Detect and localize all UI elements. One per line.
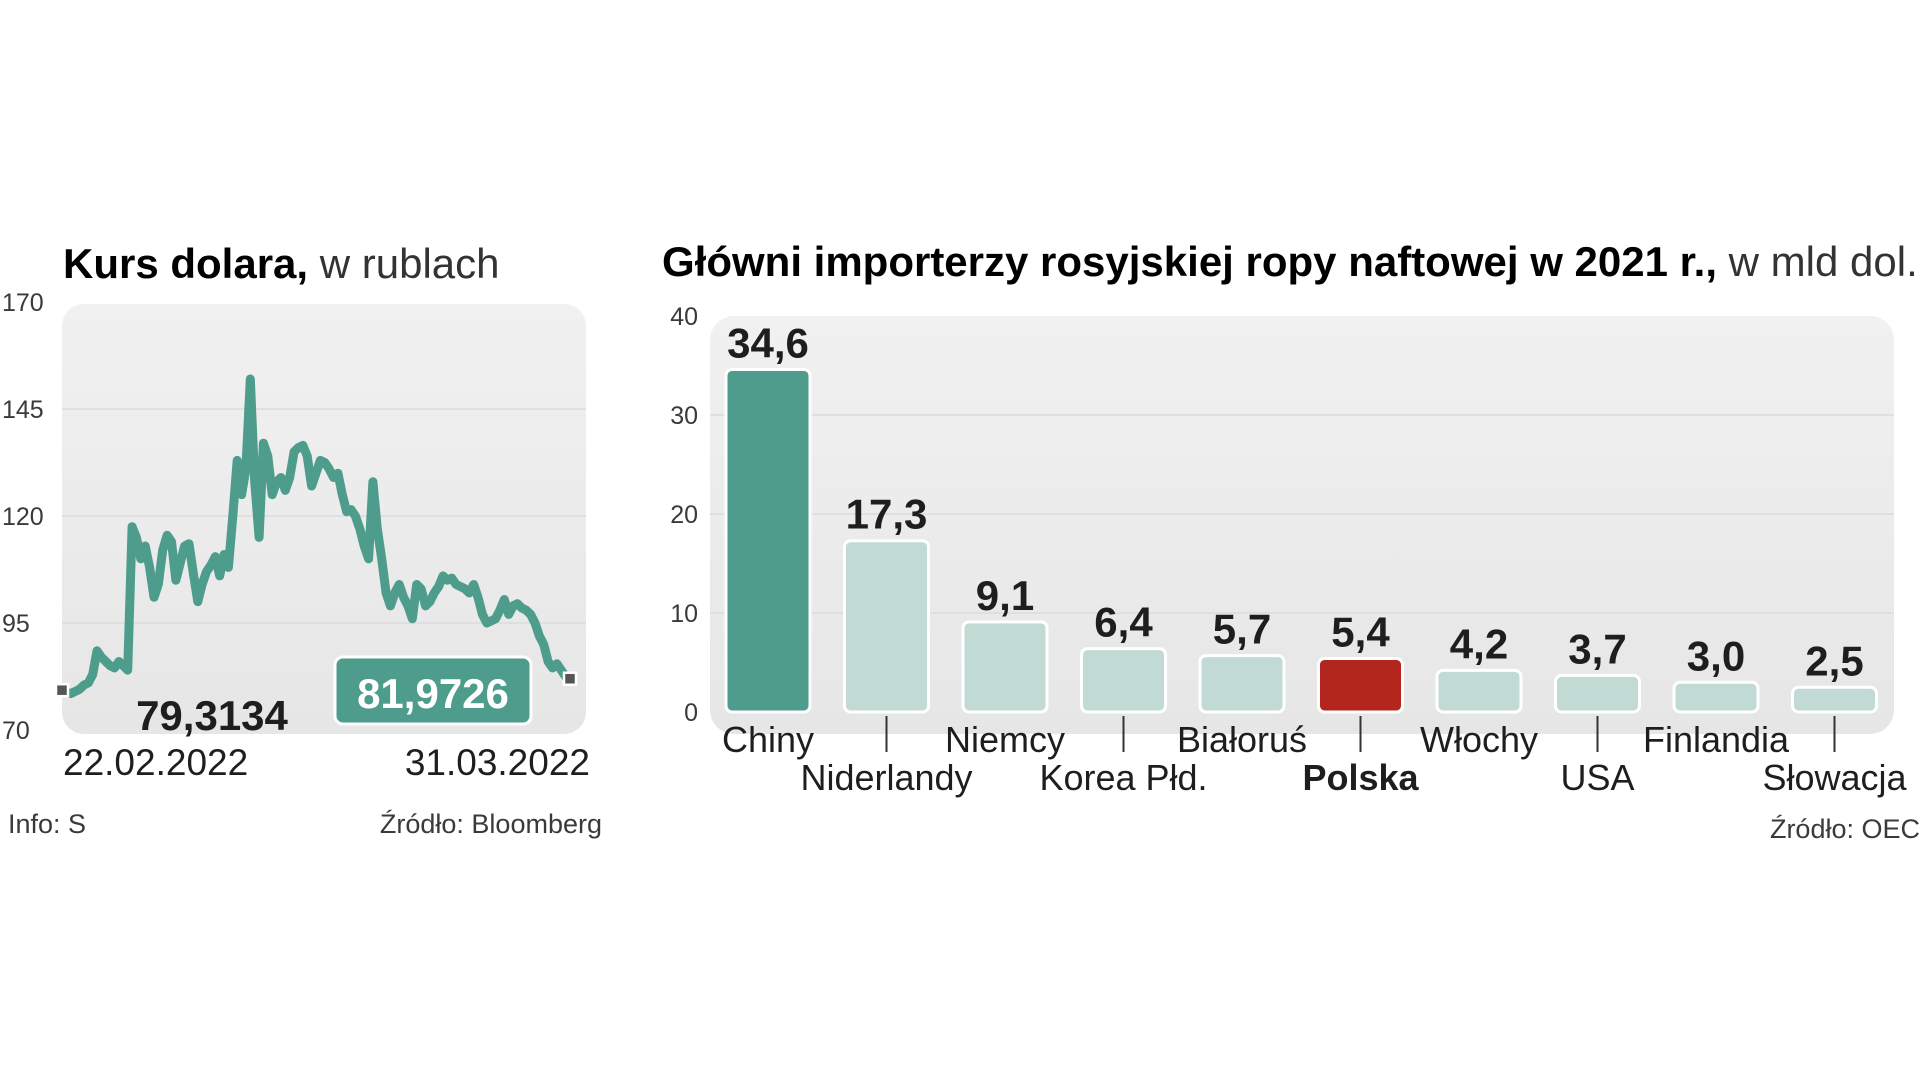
- bar-value-label: 9,1: [976, 572, 1034, 619]
- bar-value-label: 5,7: [1213, 606, 1271, 653]
- left-title-bold: Kurs dolara,: [63, 240, 308, 287]
- bar-category-label: Słowacja: [1762, 757, 1907, 798]
- left-y-axis: 170 145 120 95 70: [2, 289, 44, 745]
- bar-category-label: Chiny: [722, 719, 814, 760]
- bar-category-label: Niderlandy: [800, 757, 972, 798]
- right-y-tick-label: 30: [670, 402, 698, 430]
- right-y-axis: 40 30 20 10 0: [670, 303, 698, 727]
- left-y-tick-label: 120: [2, 503, 44, 531]
- x-start-date: 22.02.2022: [63, 742, 248, 783]
- bar-value-label: 5,4: [1331, 609, 1390, 656]
- right-y-tick-label: 40: [670, 303, 698, 331]
- bar-category-label: Włochy: [1420, 719, 1538, 760]
- start-point-marker: [54, 682, 70, 698]
- left-source: Źródło: Bloomberg: [380, 809, 602, 839]
- right-title-bold: Główni importerzy rosyjskiej ropy naftow…: [662, 238, 1717, 285]
- left-y-tick-label: 145: [2, 396, 44, 424]
- right-y-tick-label: 0: [684, 699, 698, 727]
- start-value-label: 79,3134: [136, 692, 288, 739]
- left-gridlines: [62, 408, 586, 624]
- usd-rub-line: [57, 374, 575, 699]
- bar-value-label: 2,5: [1805, 637, 1863, 684]
- left-y-tick-label: 170: [2, 289, 44, 317]
- left-plot-panel: [62, 304, 586, 734]
- right-y-tick-label: 20: [670, 501, 698, 529]
- bar-category-label: Białoruś: [1177, 719, 1307, 760]
- bar-value-label: 4,2: [1450, 620, 1508, 667]
- bar-chiny: [724, 367, 812, 714]
- bar-series: [724, 367, 1878, 714]
- bar-niemcy: [961, 620, 1049, 714]
- oil-importers-chart: Główni importerzy rosyjskiej ropy naftow…: [662, 238, 1920, 844]
- bar-value-label: 6,4: [1094, 599, 1153, 646]
- bar-włochy: [1435, 668, 1523, 714]
- bar-category-label: Niemcy: [945, 719, 1065, 760]
- bar-usa: [1554, 673, 1641, 714]
- bar-value-labels: 34,6 17,3 9,1 6,4 5,7 5,4 4,2 3,7 3,0 2,5: [727, 319, 1864, 684]
- bar-category-label: Polska: [1302, 757, 1419, 798]
- x-end-date: 31.03.2022: [405, 742, 590, 783]
- info-credit: Info: S: [8, 809, 86, 839]
- bar-polska: [1317, 657, 1404, 714]
- ruble-dollar-chart: Kurs dolara, w rublach 170 145 120 95 70 79,…: [2, 240, 602, 839]
- bar-niderlandy: [843, 539, 930, 714]
- bar-value-label: 3,7: [1568, 625, 1626, 672]
- bar-category-label: USA: [1560, 757, 1634, 798]
- end-value-label: 81,9726: [357, 670, 509, 717]
- bar-value-label: 34,6: [727, 319, 809, 366]
- right-chart-title: Główni importerzy rosyjskiej ropy naftow…: [662, 238, 1918, 285]
- left-y-tick-label: 70: [2, 717, 30, 745]
- right-source: Źródło: OEC: [1770, 814, 1920, 844]
- bar-białoruś: [1198, 654, 1286, 714]
- bar-słowacja: [1791, 685, 1878, 714]
- end-point-marker: [562, 671, 578, 687]
- right-title-rest: w mld dol.: [1717, 238, 1918, 285]
- end-value-badge: [333, 655, 533, 726]
- bar-korea-płd-: [1080, 647, 1167, 714]
- left-y-tick-label: 95: [2, 610, 30, 638]
- bar-finlandia: [1672, 680, 1760, 714]
- right-y-tick-label: 10: [670, 600, 698, 628]
- bar-value-label: 17,3: [846, 491, 928, 538]
- bar-category-label: Korea Płd.: [1039, 757, 1207, 798]
- bar-category-label: Finlandia: [1643, 719, 1790, 760]
- left-title-rest: w rublach: [308, 240, 499, 287]
- left-chart-title: Kurs dolara, w rublach: [63, 240, 500, 287]
- bar-value-label: 3,0: [1687, 632, 1745, 679]
